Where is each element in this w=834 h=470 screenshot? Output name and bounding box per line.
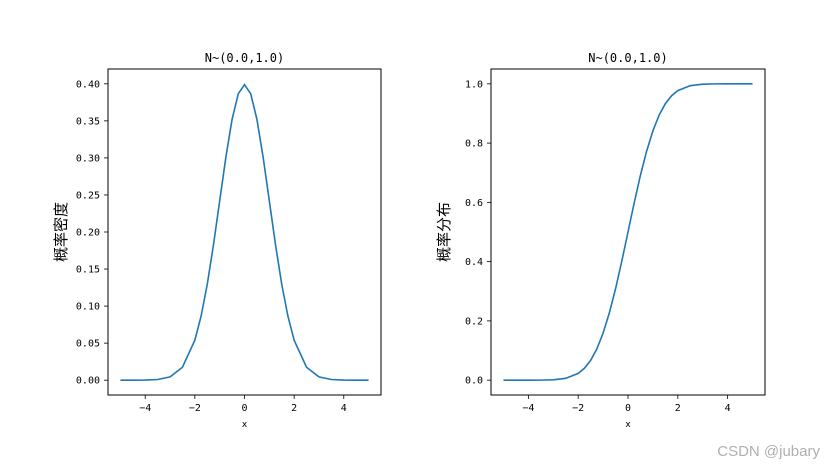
cdf-x-tick-label: 2 <box>675 403 681 414</box>
cdf-y-axis-label: 概率分布 <box>435 202 453 262</box>
cdf-x-tick-label: −4 <box>522 403 534 414</box>
cdf-y-tick-label: 1.0 <box>465 79 483 90</box>
pdf-x-tick-label: 2 <box>291 403 297 414</box>
cdf-y-tick-label: 0.8 <box>465 139 483 150</box>
cdf-ticks: −4 −2 0 2 4 0.0 0.2 0.4 0.6 0.8 1.0 <box>465 79 731 414</box>
pdf-y-tick-label: 0.40 <box>76 79 100 90</box>
pdf-y-tick-label: 0.35 <box>76 116 100 127</box>
cdf-x-axis-label: x <box>625 420 631 430</box>
pdf-y-tick-label: 0.15 <box>76 265 100 276</box>
pdf-x-tick-label: −4 <box>139 403 151 414</box>
pdf-y-tick-label: 0.30 <box>76 153 100 164</box>
pdf-ticks: −4 −2 0 2 4 0.00 0.05 0.10 0.15 0.20 0.25 0.30 0.35 0… <box>76 79 347 414</box>
cdf-y-tick-label: 0.2 <box>465 316 483 327</box>
pdf-y-tick-label: 0.20 <box>76 228 100 239</box>
cdf-x-tick-label: 4 <box>725 403 731 414</box>
pdf-x-tick-label: 4 <box>341 403 347 414</box>
pdf-chart-title: N~(0.0,1.0) <box>205 51 284 65</box>
pdf-x-axis-label: x <box>242 420 248 430</box>
cdf-x-tick-label: 0 <box>625 403 631 414</box>
pdf-y-tick-label: 0.25 <box>76 190 100 201</box>
pdf-y-tick-label: 0.10 <box>76 302 100 313</box>
pdf-plot-frame <box>107 68 382 396</box>
pdf-panel: N~(0.0,1.0) x 概率密度 −4 −2 0 2 4 0.00 0.05 0.10 0.… <box>52 51 382 430</box>
pdf-y-axis-label: 概率密度 <box>52 202 70 262</box>
cdf-panel: N~(0.0,1.0) x 概率分布 −4 −2 0 2 4 0.0 0.2 0.4 0.6 0.… <box>435 51 766 430</box>
cdf-chart-title: N~(0.0,1.0) <box>588 51 667 65</box>
cdf-x-tick-label: −2 <box>572 403 584 414</box>
watermark: CSDN @jubary <box>717 443 820 460</box>
pdf-y-tick-label: 0.00 <box>76 376 100 387</box>
cdf-y-tick-label: 0.6 <box>465 198 483 209</box>
pdf-y-tick-label: 0.05 <box>76 339 100 350</box>
pdf-series-line <box>120 83 369 381</box>
cdf-series-line <box>503 83 753 381</box>
cdf-y-tick-label: 0.0 <box>465 376 483 387</box>
cdf-y-tick-label: 0.4 <box>465 257 483 268</box>
pdf-x-tick-label: −2 <box>189 403 201 414</box>
pdf-x-tick-label: 0 <box>241 403 247 414</box>
